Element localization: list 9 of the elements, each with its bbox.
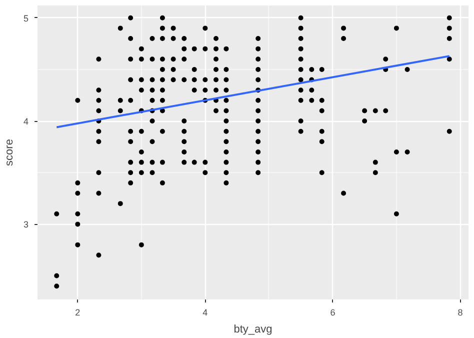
- x-tick-label: 8: [458, 308, 463, 318]
- y-tick-label: 4: [23, 116, 29, 127]
- y-tick-label: 3: [23, 220, 29, 230]
- x-tick-label: 6: [330, 308, 336, 318]
- x-tick-label: 2: [75, 308, 80, 318]
- y-tick-label: 5: [23, 13, 29, 24]
- x-tick-label: 4: [202, 308, 208, 318]
- x-axis-title: bty_avg: [234, 324, 272, 336]
- y-axis-title: score: [3, 139, 16, 166]
